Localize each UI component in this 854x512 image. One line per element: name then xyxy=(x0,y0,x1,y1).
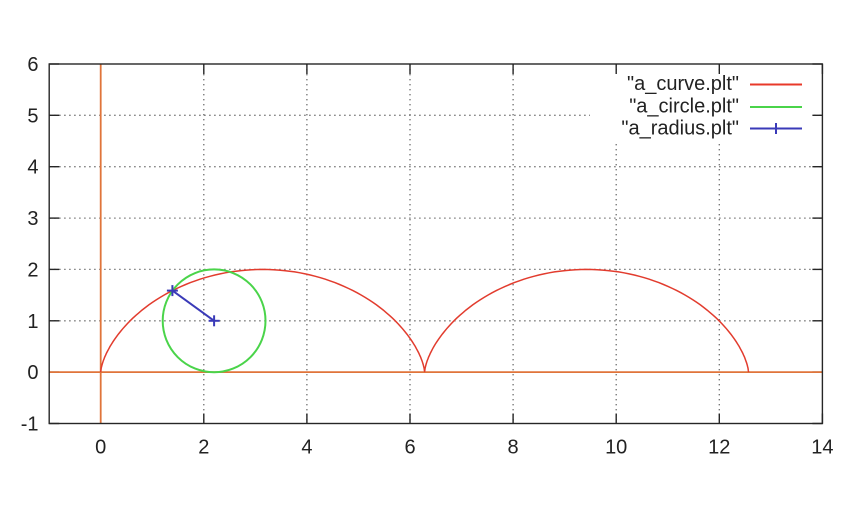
svg-text:"a_circle.plt": "a_circle.plt" xyxy=(629,96,739,118)
svg-text:0: 0 xyxy=(27,362,38,384)
svg-text:2: 2 xyxy=(27,259,38,281)
svg-text:4: 4 xyxy=(27,157,38,179)
svg-text:1: 1 xyxy=(27,311,38,333)
svg-text:0: 0 xyxy=(95,437,106,459)
svg-text:"a_radius.plt": "a_radius.plt" xyxy=(621,118,739,140)
svg-text:2: 2 xyxy=(198,437,209,459)
svg-text:5: 5 xyxy=(27,105,38,127)
svg-text:6: 6 xyxy=(404,437,415,459)
svg-text:14: 14 xyxy=(811,437,833,459)
svg-text:10: 10 xyxy=(605,437,627,459)
svg-text:4: 4 xyxy=(301,437,312,459)
svg-text:6: 6 xyxy=(27,54,38,76)
svg-text:-1: -1 xyxy=(21,414,39,436)
svg-text:12: 12 xyxy=(708,437,730,459)
svg-text:3: 3 xyxy=(27,208,38,230)
svg-text:8: 8 xyxy=(508,437,519,459)
svg-text:"a_curve.plt": "a_curve.plt" xyxy=(627,73,739,95)
